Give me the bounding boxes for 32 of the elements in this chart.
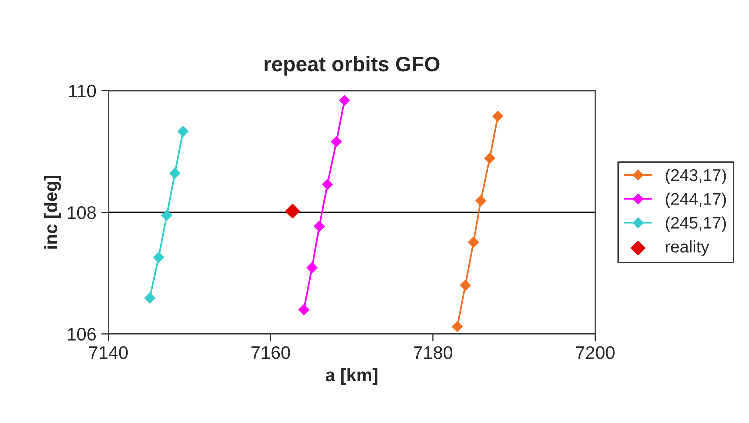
point	[460, 280, 472, 291]
x-tick-label: 7180	[414, 346, 453, 360]
point	[314, 221, 326, 232]
point	[162, 210, 172, 222]
legend-label: (243,17)	[666, 168, 726, 185]
x-axis-title: a [km]	[326, 368, 378, 386]
chart-title: repeat orbits GFO	[264, 56, 440, 76]
legend-label: (244,17)	[666, 192, 726, 208]
x-tick-label: 7200	[576, 346, 615, 360]
point	[178, 126, 189, 138]
y-tick-label: 106	[68, 328, 96, 341]
point	[452, 321, 463, 332]
legend-label: (245,17)	[666, 216, 726, 232]
point	[322, 179, 334, 190]
point	[306, 262, 318, 274]
point	[468, 236, 480, 248]
point	[476, 196, 486, 206]
legend-label: reality	[666, 240, 710, 256]
y-axis-title: inc [deg]	[44, 176, 62, 249]
point	[492, 111, 504, 122]
y-tick-label: 108	[68, 206, 96, 220]
point	[286, 204, 300, 219]
point	[331, 136, 342, 148]
x-tick-label: 7160	[252, 346, 290, 360]
y-tick-label: 110	[69, 84, 96, 98]
point	[298, 304, 310, 316]
point	[153, 252, 164, 263]
point	[484, 153, 496, 164]
point	[339, 95, 350, 106]
point	[144, 292, 156, 304]
point	[170, 168, 181, 180]
x-tick-label: 7140	[89, 346, 128, 360]
